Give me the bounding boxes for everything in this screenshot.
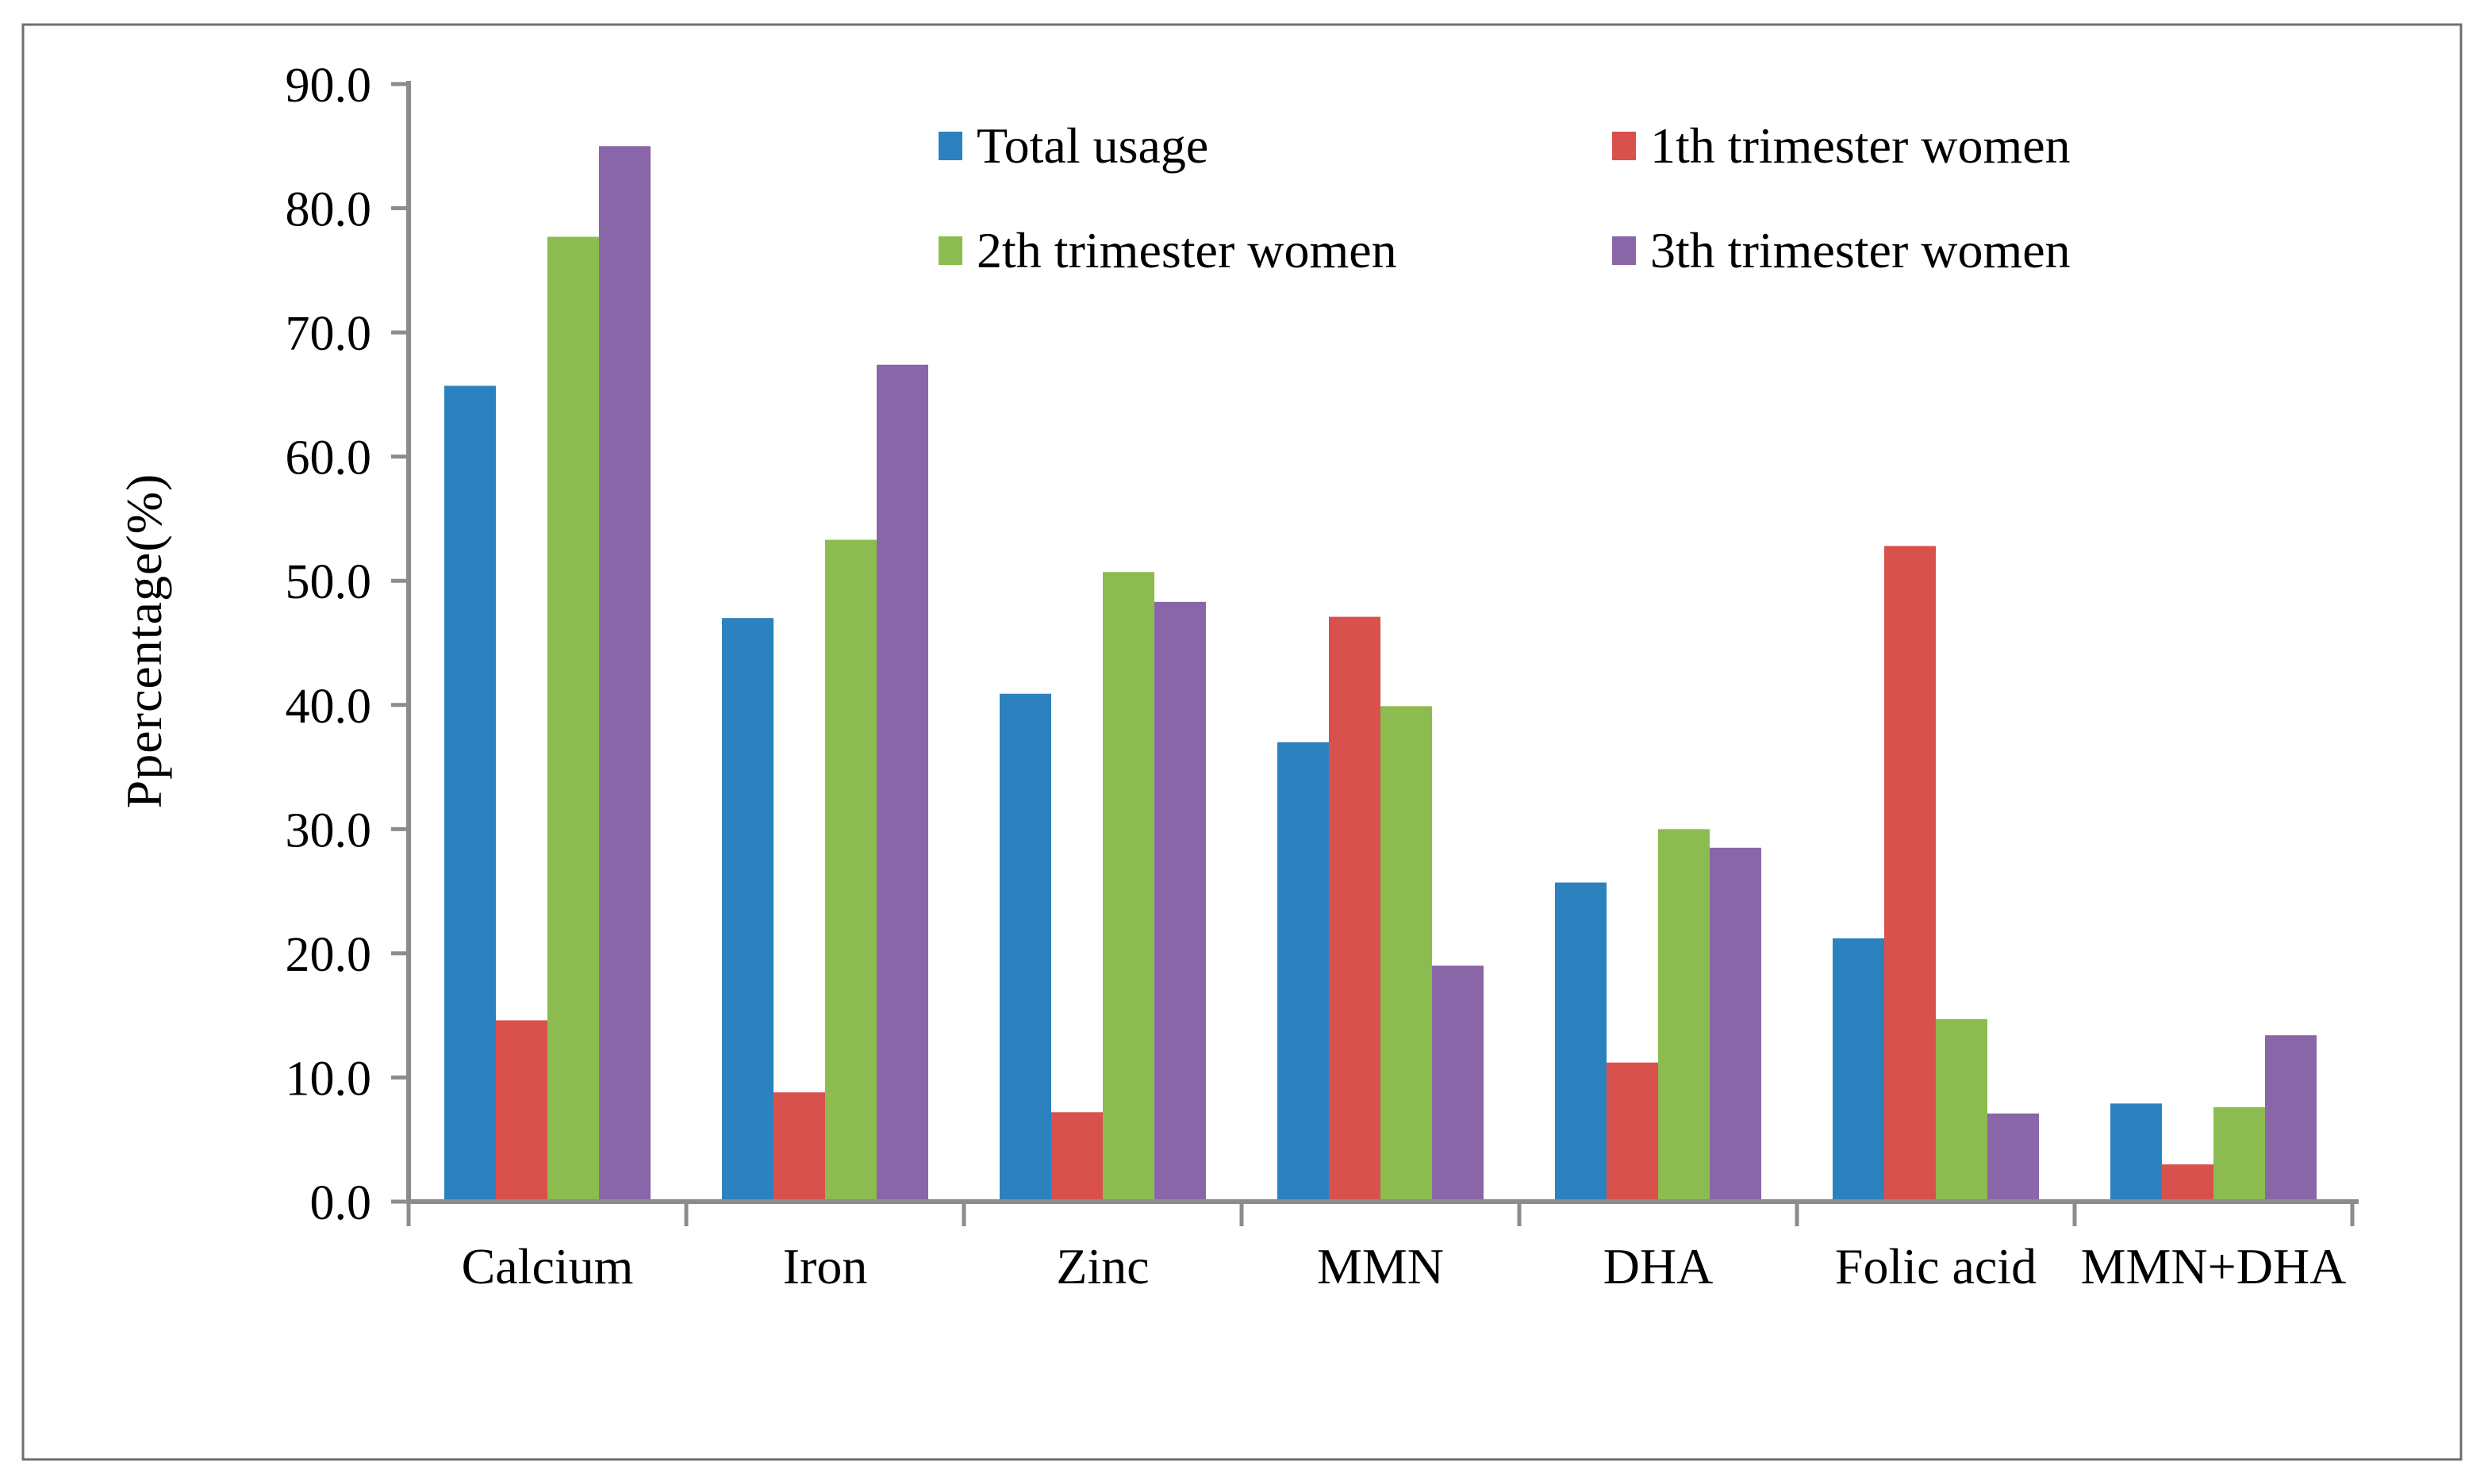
bar-mmn-series-0 — [1277, 742, 1329, 1202]
legend-item-3th-trimester: 3th trimester women — [1612, 222, 2071, 279]
x-category-label: Zinc — [1056, 1238, 1149, 1294]
y-tick-label: 60.0 — [286, 431, 372, 485]
y-tick-label: 20.0 — [286, 928, 372, 982]
bar-folic-acid-series-1 — [1884, 546, 1936, 1202]
x-category-label: MMN+DHA — [2081, 1238, 2347, 1294]
x-category-label: Iron — [783, 1238, 868, 1294]
bar-iron-series-2 — [825, 539, 877, 1202]
y-tick-label: 90.0 — [286, 59, 372, 113]
y-tick-label: 70.0 — [286, 307, 372, 361]
bar-zinc-series-3 — [1154, 601, 1206, 1202]
x-category-label: Calcium — [462, 1238, 634, 1294]
bar-mmn-series-2 — [1380, 706, 1432, 1202]
y-tick-label: 10.0 — [286, 1052, 372, 1106]
bar-mmn-dha-series-3 — [2265, 1035, 2317, 1202]
bar-iron-series-1 — [774, 1092, 825, 1202]
legend-label-total-usage: Total usage — [977, 117, 1209, 174]
bar-dha-series-2 — [1658, 829, 1710, 1202]
bar-mmn-dha-series-0 — [2110, 1103, 2162, 1202]
legend-label-1th-trimester: 1th trimester women — [1650, 117, 2071, 174]
y-tick-label: 30.0 — [286, 803, 372, 857]
bar-calcium-series-2 — [547, 236, 599, 1202]
legend-label-2th-trimester: 2th trimester women — [977, 222, 1397, 278]
y-tick-label: 0.0 — [310, 1176, 372, 1230]
legend-swatch-3th-trimester-icon — [1612, 236, 1636, 265]
bar-zinc-series-2 — [1103, 572, 1154, 1202]
legend-swatch-2th-trimester-icon — [939, 236, 962, 265]
x-category-label: Folic acid — [1835, 1238, 2037, 1294]
y-tick-label: 50.0 — [286, 555, 372, 609]
bar-calcium-series-1 — [496, 1020, 547, 1202]
bar-iron-series-0 — [722, 618, 774, 1202]
bar-folic-acid-series-0 — [1833, 938, 1884, 1202]
bar-folic-acid-series-3 — [1987, 1113, 2039, 1202]
y-tick-label: 80.0 — [286, 183, 372, 237]
x-category-label: MMN — [1317, 1238, 1444, 1294]
bar-mmn-dha-series-1 — [2162, 1164, 2213, 1202]
legend-item-total-usage: Total usage — [939, 117, 1208, 174]
legend-swatch-total-usage-icon — [939, 132, 962, 160]
bar-calcium-series-0 — [444, 385, 496, 1202]
bar-calcium-series-3 — [599, 146, 651, 1202]
bar-dha-series-1 — [1607, 1062, 1658, 1202]
figure-border — [21, 23, 2463, 1461]
legend-label-3th-trimester: 3th trimester women — [1650, 222, 2071, 278]
legend-swatch-1th-trimester-icon — [1612, 132, 1636, 160]
y-axis-title: Ppercentage(%) — [116, 473, 172, 809]
bar-dha-series-3 — [1710, 847, 1761, 1202]
bar-mmn-series-3 — [1432, 965, 1484, 1202]
bar-mmn-series-1 — [1329, 616, 1380, 1202]
bar-zinc-series-1 — [1051, 1112, 1103, 1202]
bar-folic-acid-series-2 — [1936, 1018, 1987, 1202]
bar-iron-series-3 — [877, 364, 928, 1202]
y-tick-label: 40.0 — [286, 680, 372, 734]
bar-dha-series-0 — [1555, 882, 1607, 1202]
legend-item-2th-trimester: 2th trimester women — [939, 222, 1397, 279]
legend-item-1th-trimester: 1th trimester women — [1612, 117, 2071, 174]
x-category-label: DHA — [1603, 1238, 1714, 1294]
bar-zinc-series-0 — [1000, 693, 1051, 1202]
bar-mmn-dha-series-2 — [2213, 1107, 2265, 1202]
